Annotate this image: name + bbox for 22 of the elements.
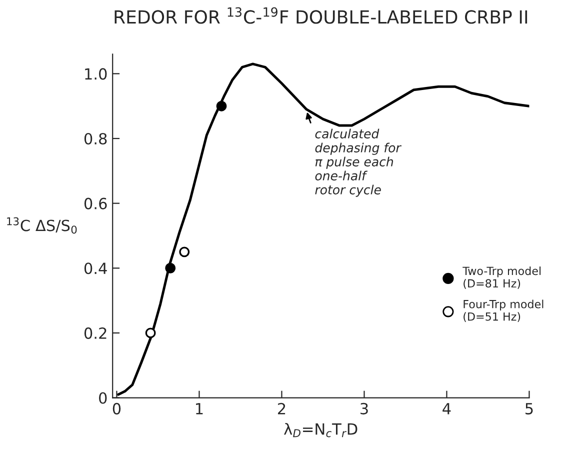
x-axis-title: λ$_{D}$=N$_{c}$T$_{r}$D xyxy=(284,422,358,438)
legend-label: Two-Trp model (D=81 Hz) xyxy=(462,266,541,289)
point xyxy=(216,100,227,112)
point xyxy=(179,246,190,258)
x-tick-label: 5 xyxy=(526,403,533,414)
point xyxy=(165,262,176,274)
legend-label: Four-Trp model (D=51 Hz) xyxy=(464,300,544,322)
y-axis-title: $^{13}$C ΔS/S$_{0}$ xyxy=(7,217,77,234)
x-tick-label: 2 xyxy=(278,402,286,414)
x-tick-label: 0 xyxy=(112,402,121,414)
annotation: calculated dephasing for π pulse each one-half rotor cycle xyxy=(315,128,402,197)
x-tick-label: 1 xyxy=(196,403,203,414)
x-tick-label: 3 xyxy=(360,402,368,414)
chart-title: REDOR FOR $^{13}$C-$^{19}$F DOUBLE-LABELED CRBP II xyxy=(114,7,528,24)
y-tick-label: 1.0 xyxy=(85,68,107,80)
point xyxy=(145,328,156,338)
x-tick-label: 4 xyxy=(442,403,451,414)
y-tick-label: 0.6 xyxy=(84,198,107,210)
y-tick-label: 0 xyxy=(99,392,107,404)
y-tick-label: 0.4 xyxy=(84,262,107,274)
y-tick-label: 0.2 xyxy=(84,327,106,339)
y-tick-label: 0.8 xyxy=(84,132,107,145)
